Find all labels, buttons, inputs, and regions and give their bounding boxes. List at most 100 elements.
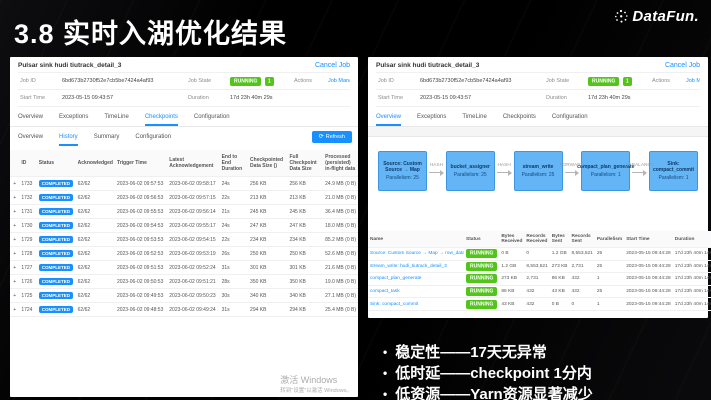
dag-node[interactable]: Sink: compact_commit Parallelism: 1 <box>649 151 698 191</box>
windows-activation-watermark: 激活 Windows 转到"设置"以激活 Windows。 <box>280 373 352 394</box>
dag-node-name: Sink: compact_commit <box>652 161 695 173</box>
dag-edge-label: HASH <box>429 163 444 168</box>
vertex-row: compact_task RUNNING 86 KB 432 43 KB 432 25 202… <box>368 285 711 299</box>
cell: compact_task <box>368 285 464 299</box>
cell: 1730 <box>19 218 37 233</box>
vertex-name-link[interactable]: Sink: compact_commit <box>370 301 419 307</box>
cell: 2023-06-02 09:57:15 <box>167 190 220 205</box>
cell: 36.4 MB (0 B) <box>323 204 358 219</box>
running-badge: RUNNING <box>466 299 498 309</box>
checkpoint-row: +1732 COMPLETED 62/62 2023-06-02 09:56:53 20… <box>10 190 358 205</box>
tab-checkpoints[interactable]: Checkpoints <box>502 114 536 120</box>
cell: 25 <box>594 285 625 299</box>
column-header: Bytes Received <box>499 231 525 248</box>
cell: 273 KB <box>549 260 570 274</box>
tab-exceptions[interactable]: Exceptions <box>417 114 447 120</box>
expand-row-button[interactable]: + <box>10 232 20 247</box>
cell: 2023-06-02 09:49:53 <box>114 288 168 303</box>
cell: 1.2 GB <box>499 260 525 274</box>
expand-row-button[interactable]: + <box>10 190 20 205</box>
cell: RUNNING <box>464 272 500 286</box>
dag-node[interactable]: stream_write Parallelism: 25 <box>513 151 563 191</box>
cell: 340 KB <box>287 288 324 303</box>
right-tab-bar: Overview Exceptions TimeLine Checkpoints Con… <box>368 107 708 127</box>
column-header: Bytes Sent <box>549 231 570 248</box>
cell: 2023-06-02 09:53:19 <box>167 246 220 261</box>
tab-overview[interactable]: Overview <box>18 114 44 120</box>
subtab-summary[interactable]: Summary <box>93 134 120 140</box>
dag-edge: FORWARD <box>560 163 584 177</box>
left-cancel-job-link[interactable]: Cancel Job <box>314 62 350 69</box>
completed-badge: COMPLETED <box>38 305 74 313</box>
cell: COMPLETED <box>36 274 76 289</box>
refresh-icon: ⟳ <box>318 133 324 140</box>
dag-node[interactable]: compact_plan_generate Parallelism: 1 <box>577 151 634 191</box>
vertex-name-link[interactable]: compact_plan_generate <box>370 276 422 282</box>
expand-row-button[interactable]: + <box>10 274 20 289</box>
start-time-label: Start Time <box>376 90 418 107</box>
cell: 234 KB <box>248 232 288 247</box>
column-header: Records Received <box>524 231 550 248</box>
cell: COMPLETED <box>36 260 76 275</box>
cell: 2,731 <box>569 260 595 274</box>
expand-row-button[interactable]: + <box>10 218 20 233</box>
tab-checkpoints[interactable]: Checkpoints <box>144 112 178 126</box>
completed-badge: COMPLETED <box>38 249 74 257</box>
bullet-text: 稳定性——17天无异常 <box>395 344 547 361</box>
cell: 19.0 MB (0 B) <box>323 274 358 289</box>
cell: 17d 23h 40m 14s <box>672 272 711 286</box>
vertex-name-link[interactable]: compact_task <box>370 289 400 295</box>
column-header: Trigger Time <box>114 150 168 177</box>
cell: 432 <box>569 285 595 299</box>
cell: 0 B <box>549 297 570 311</box>
right-cancel-job-link[interactable]: Cancel Job <box>664 62 700 69</box>
job-manager-log-link[interactable]: Job Manager Log <box>326 73 350 90</box>
tab-exceptions[interactable]: Exceptions <box>59 114 89 120</box>
subtab-history[interactable]: History <box>59 132 78 146</box>
checkpoint-row: +1729 COMPLETED 62/62 2023-06-02 09:53:53 20… <box>10 232 358 247</box>
cell: 2023-06-02 09:57:53 <box>114 176 168 191</box>
cell: 62/62 <box>75 302 115 317</box>
cell: 52.6 MB (0 B) <box>323 246 358 261</box>
subtab-configuration[interactable]: Configuration <box>135 134 172 140</box>
job-graph-canvas: Source: Custom Source → Map Parallelism: … <box>368 137 708 231</box>
cell: 1731 <box>19 204 37 219</box>
cell: 340 KB <box>248 288 288 303</box>
refresh-button[interactable]: ⟳ Refresh <box>311 130 352 143</box>
table-header-row: ID Status Acknowledged Trigger Time Latest A… <box>10 150 358 177</box>
expand-row-button[interactable]: + <box>10 246 20 261</box>
vertex-name-link[interactable]: Source: Custom Source → Map → row_data_t… <box>370 251 464 257</box>
tab-configuration[interactable]: Configuration <box>193 114 230 120</box>
expand-row-button[interactable]: + <box>10 204 20 219</box>
column-header: Checkpointed Data Size () <box>248 150 288 177</box>
dag-node[interactable]: bucket_assigner Parallelism: 25 <box>445 151 495 191</box>
refresh-label: Refresh <box>325 133 345 140</box>
expand-row-button[interactable]: + <box>10 302 20 317</box>
tab-overview[interactable]: Overview <box>376 112 402 126</box>
expand-row-button[interactable]: + <box>10 288 20 303</box>
cell: 62/62 <box>75 288 115 303</box>
expand-row-button[interactable]: + <box>10 260 20 275</box>
expand-row-button[interactable]: + <box>10 176 20 191</box>
checkpoint-row: +1725 COMPLETED 62/62 2023-06-02 09:49:53 20… <box>10 288 358 303</box>
bullet-dot: • <box>383 345 388 359</box>
subtab-overview[interactable]: Overview <box>18 134 44 140</box>
job-state-value: RUNNING 1 <box>586 73 650 90</box>
cell: COMPLETED <box>36 302 76 317</box>
tab-timeline[interactable]: TimeLine <box>462 114 487 120</box>
job-dag: Source: Custom Source → Map Parallelism: … <box>368 137 708 191</box>
duration-label: Duration <box>186 90 228 107</box>
cell: 256 KB <box>287 176 324 191</box>
dag-node[interactable]: Source: Custom Source → Map Parallelism: … <box>378 151 427 191</box>
tab-timeline[interactable]: TimeLine <box>104 114 129 120</box>
cell: 0 <box>524 247 550 261</box>
start-time-value: 2023-05-15 09:43:57 <box>60 90 186 107</box>
job-manager-log-link[interactable]: Job Manager Log <box>684 73 700 90</box>
column-header: Start Time <box>624 231 673 248</box>
dag-node-parallelism: Parallelism: 1 <box>658 175 689 181</box>
tab-configuration[interactable]: Configuration <box>551 114 588 120</box>
running-badge: RUNNING <box>466 261 498 271</box>
vertex-name-link[interactable]: stream_write: hudi_tiutrack_detail_3 <box>370 263 447 269</box>
cell: 1724 <box>19 302 37 317</box>
